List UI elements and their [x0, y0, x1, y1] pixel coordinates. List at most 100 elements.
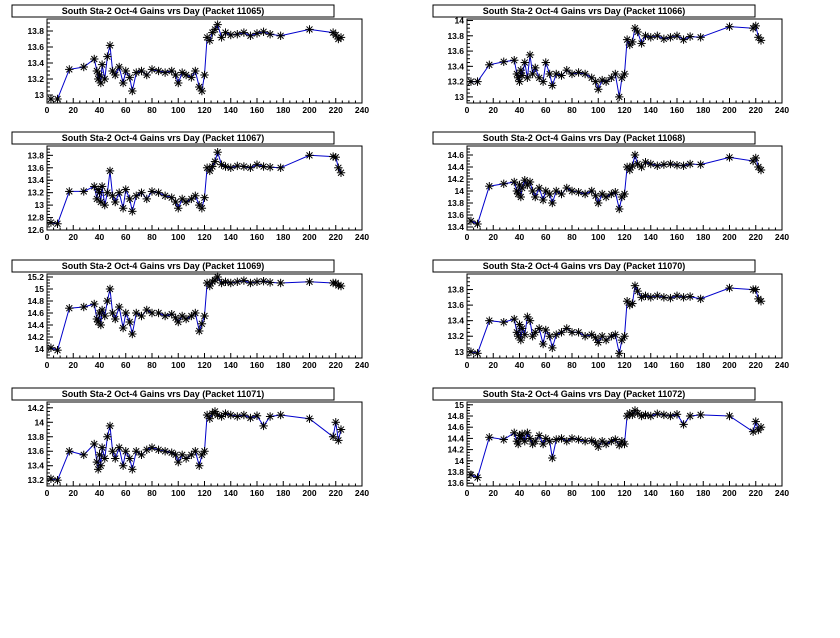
data-point [246, 163, 255, 172]
y-tick-label: 13.2 [27, 188, 44, 198]
data-point [597, 332, 607, 341]
data-point [276, 278, 285, 288]
data-point [108, 308, 117, 318]
data-point [756, 423, 766, 432]
x-tick-label: 60 [541, 105, 551, 115]
data-point [685, 411, 695, 421]
data-point [696, 33, 705, 42]
y-tick-label: 14.2 [447, 174, 464, 184]
data-point [552, 435, 561, 444]
data-point [725, 411, 734, 421]
data-point [147, 187, 157, 196]
data-point [53, 219, 62, 228]
data-point [580, 189, 590, 199]
data-point [696, 410, 705, 420]
x-tick-label: 100 [171, 360, 185, 370]
data-point [226, 278, 235, 288]
data-point [128, 86, 137, 96]
data-point [666, 411, 675, 421]
data-point [641, 410, 650, 420]
data-point [545, 189, 554, 199]
x-tick-label: 180 [696, 488, 710, 498]
data-point [53, 94, 62, 104]
y-tick-label: 13.8 [27, 432, 44, 442]
data-point [659, 293, 669, 302]
title-box [432, 131, 756, 145]
y-tick-label: 13.6 [447, 478, 464, 488]
y-tick-label: 14 [455, 186, 465, 196]
data-point [118, 461, 128, 470]
data-point [611, 69, 620, 79]
y-tick-label: 13.6 [27, 163, 44, 173]
x-tick-label: 240 [355, 488, 369, 498]
x-tick-label: 80 [567, 105, 577, 115]
chart-panel: South Sta-2 Oct-4 Gains vrs Day (Packet … [11, 131, 369, 242]
data-point [125, 317, 134, 327]
data-point [473, 473, 482, 482]
y-tick-label: 13.8 [447, 31, 464, 41]
x-tick-label: 120 [617, 360, 631, 370]
data-point [538, 195, 548, 205]
data-point [65, 65, 74, 74]
data-point [646, 411, 655, 421]
y-tick-label: 13 [35, 90, 45, 100]
data-point [265, 278, 275, 287]
data-point [226, 410, 235, 420]
data-point [751, 153, 760, 163]
data-point [174, 317, 183, 327]
y-tick-label: 14 [35, 344, 45, 354]
data-point [485, 433, 494, 442]
x-tick-label: 60 [121, 232, 131, 242]
x-tick-label: 100 [171, 232, 185, 242]
y-tick-label: 13.6 [447, 46, 464, 56]
data-point [187, 73, 196, 82]
data-point [213, 20, 222, 29]
data-point [756, 36, 766, 45]
data-point [132, 447, 141, 456]
data-point [574, 435, 583, 444]
x-tick-label: 40 [515, 488, 525, 498]
data-point [53, 476, 62, 485]
x-tick-label: 200 [302, 232, 316, 242]
data-point [259, 277, 268, 286]
x-tick-label: 0 [45, 232, 50, 242]
x-tick-label: 60 [541, 232, 551, 242]
data-point [46, 218, 56, 227]
data-point [473, 219, 482, 229]
data-point [672, 291, 682, 300]
x-tick-label: 140 [644, 105, 658, 115]
data-point [111, 314, 120, 324]
data-point [174, 78, 183, 88]
data-point [246, 413, 255, 423]
x-tick-label: 100 [171, 488, 185, 498]
title-box [11, 387, 335, 401]
data-point [147, 65, 157, 74]
data-point [105, 166, 115, 176]
data-point [96, 320, 106, 330]
x-tick-label: 40 [95, 105, 105, 115]
data-point [473, 77, 482, 86]
data-point [725, 153, 734, 162]
data-point [97, 443, 107, 452]
data-point [679, 161, 688, 170]
data-point [233, 277, 242, 286]
data-point [666, 293, 675, 303]
y-tick-label: 13.6 [27, 42, 44, 52]
data-point [46, 474, 56, 483]
data-point [557, 71, 566, 80]
x-tick-label: 220 [329, 105, 343, 115]
chart-panel: South Sta-2 Oct-4 Gains vrs Day (Packet … [432, 131, 789, 242]
data-point [538, 77, 548, 86]
data-point [181, 314, 191, 324]
x-tick-label: 60 [121, 488, 131, 498]
x-tick-label: 180 [696, 232, 710, 242]
series-line [470, 153, 762, 225]
data-point [233, 30, 242, 39]
y-tick-label: 14.2 [27, 403, 44, 413]
data-point [516, 65, 526, 75]
data-point [96, 78, 106, 88]
data-point [114, 443, 124, 452]
chart-panel: South Sta-2 Oct-4 Gains vrs Day (Packet … [11, 259, 369, 370]
data-point [545, 437, 554, 446]
data-point [485, 316, 494, 325]
